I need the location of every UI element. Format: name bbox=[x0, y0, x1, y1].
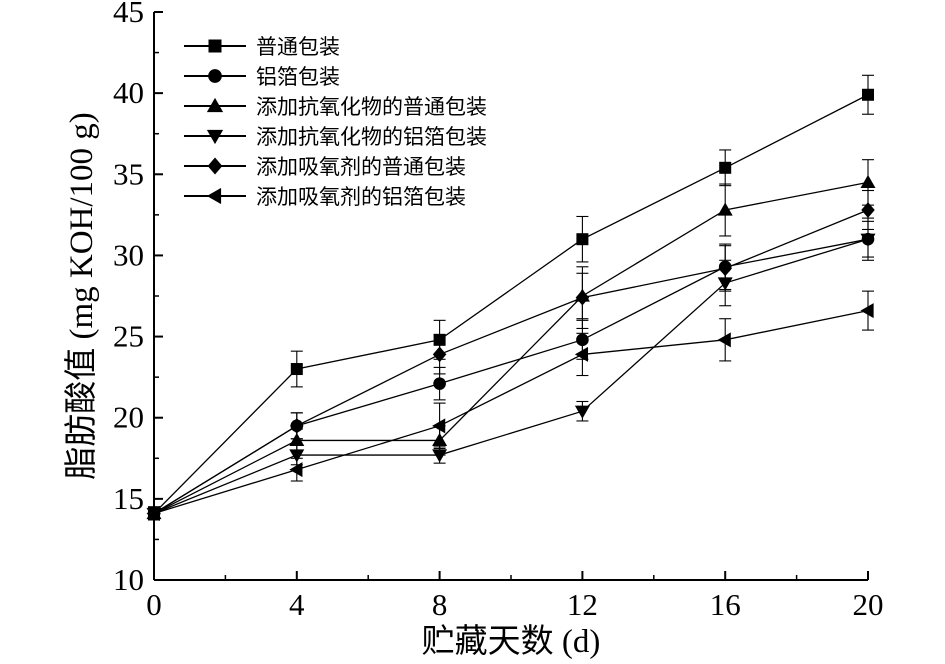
legend-item: 普通包装 bbox=[184, 35, 340, 59]
x-tick-label: 4 bbox=[289, 587, 305, 622]
x-tick-label: 20 bbox=[853, 587, 884, 622]
legend-marker bbox=[206, 97, 224, 113]
legend-item: 铝箔包装 bbox=[184, 65, 340, 89]
y-tick-label: 20 bbox=[113, 400, 144, 435]
series-line bbox=[153, 238, 869, 515]
data-point bbox=[719, 161, 732, 174]
x-tick-label: 12 bbox=[567, 587, 598, 622]
data-point bbox=[861, 202, 875, 218]
legend-item: 添加抗氧化物的普通包装 bbox=[184, 95, 487, 119]
y-tick-label: 35 bbox=[113, 156, 144, 191]
data-point bbox=[576, 233, 589, 246]
series-4 bbox=[146, 220, 876, 521]
series-line bbox=[153, 309, 869, 515]
legend-marker bbox=[206, 187, 222, 205]
data-point bbox=[862, 88, 874, 101]
legend-marker bbox=[208, 39, 222, 53]
series-6 bbox=[146, 290, 874, 521]
data-point bbox=[717, 202, 733, 216]
legend-label: 添加吸氧剂的铝箔包装 bbox=[256, 185, 466, 209]
legend-label: 添加抗氧化物的普通包装 bbox=[256, 95, 487, 119]
legend-label: 铝箔包装 bbox=[256, 65, 340, 89]
data-point bbox=[860, 233, 876, 247]
data-point bbox=[860, 174, 876, 189]
data-point bbox=[432, 449, 448, 463]
data-point bbox=[289, 432, 305, 447]
plot-area bbox=[146, 74, 876, 522]
data-point bbox=[289, 462, 303, 478]
series-line bbox=[153, 209, 869, 515]
y-tick-label: 45 bbox=[113, 0, 144, 29]
legend-marker bbox=[208, 69, 222, 83]
data-point bbox=[432, 346, 447, 363]
x-tick-label: 0 bbox=[146, 587, 162, 622]
data-point bbox=[575, 289, 590, 306]
legend-item: 添加吸氧剂的普通包装 bbox=[184, 155, 466, 179]
data-point bbox=[432, 418, 446, 434]
x-tick-label: 8 bbox=[432, 587, 448, 622]
data-point bbox=[146, 505, 160, 521]
y-tick-label: 40 bbox=[113, 75, 144, 110]
legend: 普通包装铝箔包装添加抗氧化物的普通包装添加抗氧化物的铝箔包装添加吸氧剂的普通包装… bbox=[184, 35, 487, 209]
series-5 bbox=[147, 189, 875, 522]
data-point bbox=[289, 449, 305, 463]
series-3 bbox=[146, 159, 876, 521]
data-point bbox=[290, 417, 304, 434]
x-axis: 0 4 8 12 16 20 bbox=[146, 571, 884, 622]
data-point bbox=[290, 363, 303, 376]
x-tick-label: 16 bbox=[710, 587, 741, 622]
y-axis: 10 15 20 25 30 35 40 45 bbox=[113, 0, 163, 597]
legend-label: 添加抗氧化物的铝箔包装 bbox=[256, 125, 487, 149]
y-axis-title: 脂肪酸值 (mg KOH/100 g) bbox=[63, 112, 100, 480]
legend-marker bbox=[206, 129, 224, 145]
y-tick-label: 30 bbox=[113, 237, 144, 272]
data-point bbox=[718, 260, 732, 277]
legend-marker bbox=[207, 157, 223, 175]
data-point bbox=[574, 405, 590, 419]
data-point bbox=[860, 303, 874, 319]
legend-item: 添加吸氧剂的铝箔包装 bbox=[184, 185, 466, 209]
series-line bbox=[153, 238, 869, 515]
series-line bbox=[153, 94, 869, 514]
x-axis-title: 贮藏天数 (d) bbox=[422, 623, 601, 660]
y-tick-label: 15 bbox=[113, 481, 144, 516]
legend-label: 普通包装 bbox=[256, 35, 340, 59]
data-point bbox=[574, 346, 589, 362]
y-tick-label: 25 bbox=[113, 319, 144, 354]
data-point bbox=[433, 377, 446, 390]
data-point bbox=[717, 332, 731, 348]
legend-item: 添加抗氧化物的铝箔包装 bbox=[184, 125, 487, 149]
legend-label: 添加吸氧剂的普通包装 bbox=[256, 155, 466, 179]
series-line bbox=[153, 181, 869, 515]
y-tick-label: 10 bbox=[113, 562, 144, 597]
